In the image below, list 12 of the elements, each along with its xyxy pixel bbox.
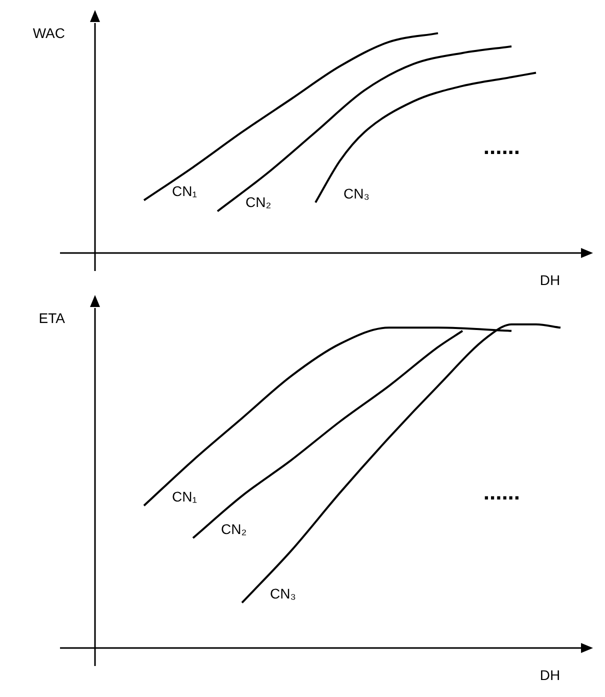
x-axis-title: DH (540, 272, 560, 288)
annotation: ...... (483, 134, 520, 160)
series-label: CN₃ (270, 586, 296, 602)
series-label: CN₂ (246, 194, 272, 210)
x-axis-title: DH (540, 666, 560, 683)
series-label: CN₁ (172, 488, 198, 504)
series-label: CN₁ (172, 183, 198, 200)
y-axis-title: ETA (38, 310, 66, 326)
series-label: CN₂ (221, 520, 247, 537)
annotation: ...... (483, 480, 520, 505)
y-axis-title: WAC (32, 24, 65, 41)
series-label: CN₃ (344, 185, 370, 202)
